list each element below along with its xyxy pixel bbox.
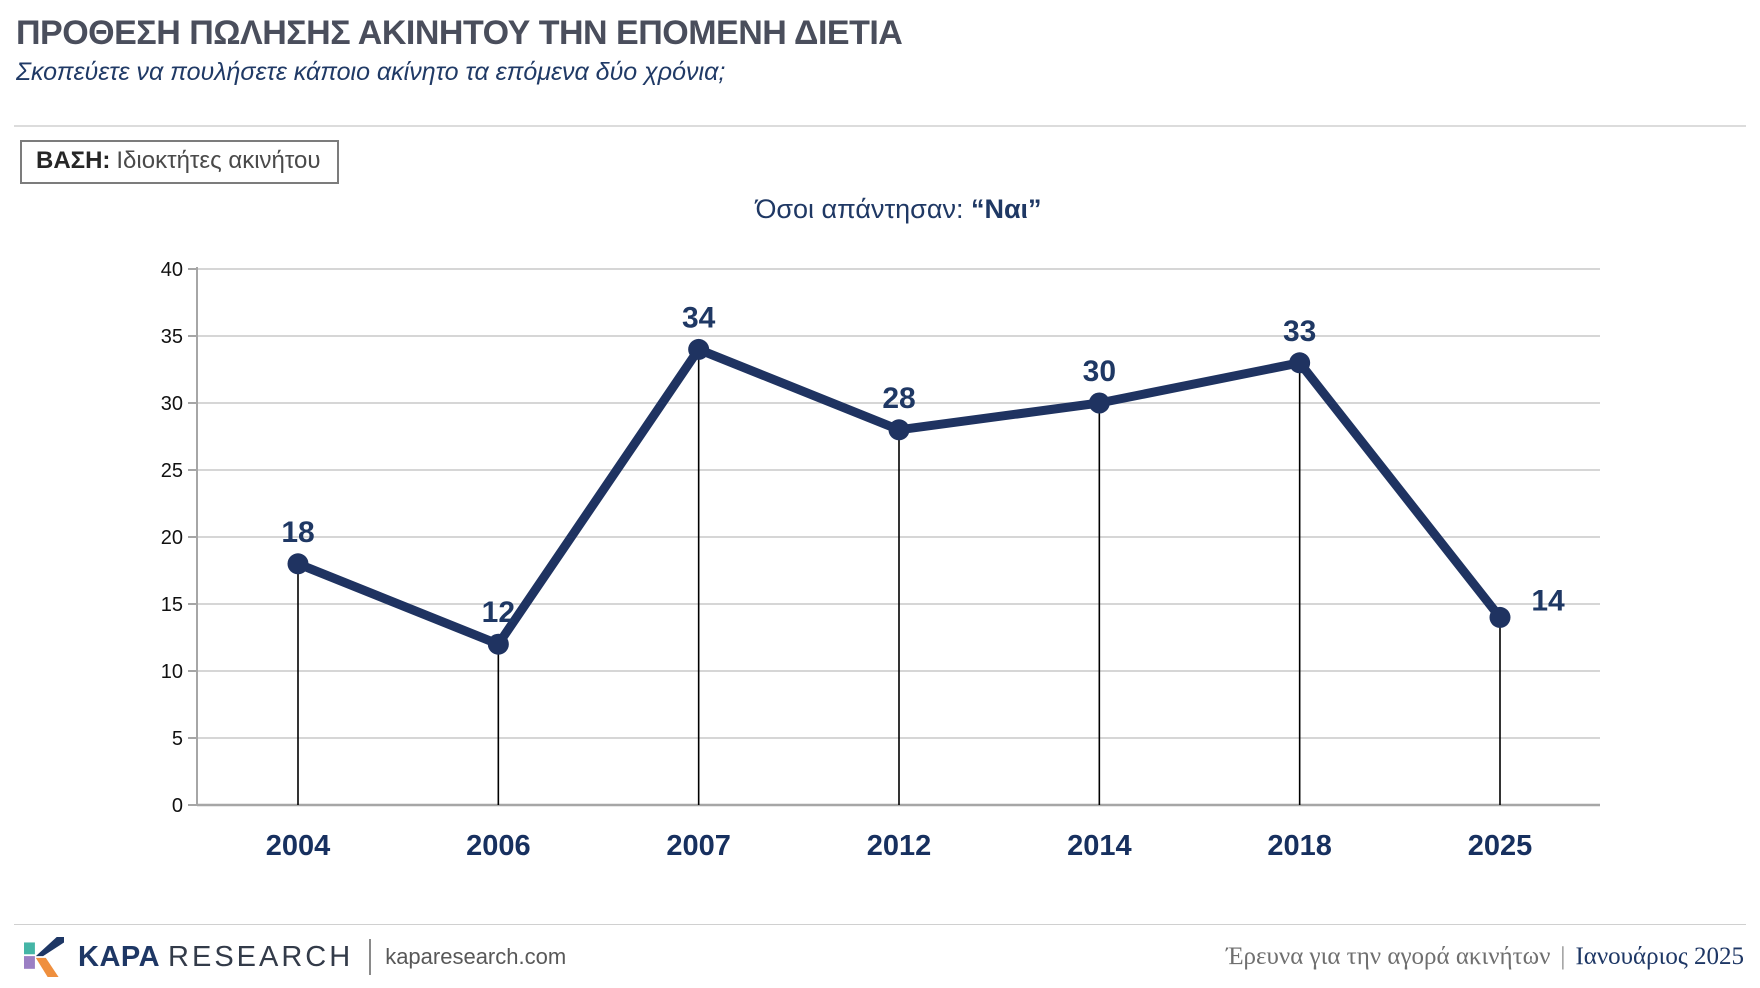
base-box: ΒΑΣΗ: Ιδιοκτήτες ακινήτου (20, 140, 339, 184)
x-axis-label: 2014 (1067, 830, 1132, 862)
chart-title: Όσοι απάντησαν: “Ναι” (197, 194, 1600, 225)
page-title: ΠΡΟΘΕΣΗ ΠΩΛΗΣΗΣ ΑΚΙΝΗΤΟΥ ΤΗΝ ΕΠΟΜΕΝΗ ΔΙΕ… (16, 14, 903, 52)
value-label: 28 (882, 382, 915, 415)
data-point (287, 553, 309, 575)
footer-separator (14, 924, 1746, 925)
y-axis-label: 25 (161, 460, 183, 482)
x-axis-label: 2018 (1267, 830, 1332, 862)
x-axis-label: 2004 (266, 830, 331, 862)
y-axis-label: 40 (161, 259, 183, 281)
data-point (487, 633, 509, 655)
brand-name-bold: KAPA (78, 940, 161, 973)
value-label: 30 (1083, 355, 1116, 388)
footer-survey-info: Έρευνα για την αγορά ακινήτων | Ιανουάριος… (1226, 943, 1744, 971)
top-separator (14, 125, 1746, 127)
y-axis-label: 20 (161, 527, 183, 549)
data-point (888, 419, 910, 441)
data-point (1489, 606, 1511, 628)
x-axis-label: 2007 (666, 830, 731, 862)
survey-name: Έρευνα για την αγορά ακινήτων (1226, 943, 1551, 970)
brand-name-rest: RESEARCH (168, 940, 354, 973)
base-label: ΒΑΣΗ: (36, 147, 111, 174)
survey-separator: | (1560, 943, 1566, 970)
brand-divider (369, 939, 372, 975)
y-axis-label: 10 (161, 661, 183, 683)
y-axis-label: 5 (172, 728, 183, 750)
chart-title-answer: “Ναι” (970, 194, 1042, 224)
brand-website[interactable]: kaparesearch.com (385, 944, 567, 969)
y-axis-label: 35 (161, 326, 183, 348)
chart-title-prefix: Όσοι απάντησαν: (755, 194, 971, 224)
kapa-logo-icon (24, 937, 64, 977)
survey-date: Ιανουάριος 2025 (1575, 943, 1744, 970)
y-axis-label: 0 (172, 795, 183, 817)
y-axis-label: 30 (161, 393, 183, 415)
value-label: 18 (281, 516, 314, 549)
data-point (688, 338, 710, 360)
page-subtitle: Σκοπεύετε να πουλήσετε κάποιο ακίνητο τα… (16, 58, 726, 86)
x-axis-label: 2012 (867, 830, 932, 862)
x-axis-label: 2025 (1468, 830, 1533, 862)
data-point (1088, 392, 1110, 414)
brand-logo: KAPA RESEARCH kaparesearch.com (24, 936, 566, 978)
data-point (1289, 352, 1311, 374)
base-value: Ιδιοκτήτες ακινήτου (116, 147, 321, 174)
value-label: 14 (1531, 584, 1565, 617)
value-label: 33 (1283, 315, 1316, 348)
footer: KAPA RESEARCH kaparesearch.com Έρευνα γι… (0, 925, 1760, 988)
value-label: 34 (682, 301, 716, 334)
x-axis-label: 2006 (466, 830, 531, 862)
y-axis-label: 15 (161, 594, 183, 616)
value-label: 12 (482, 596, 515, 629)
